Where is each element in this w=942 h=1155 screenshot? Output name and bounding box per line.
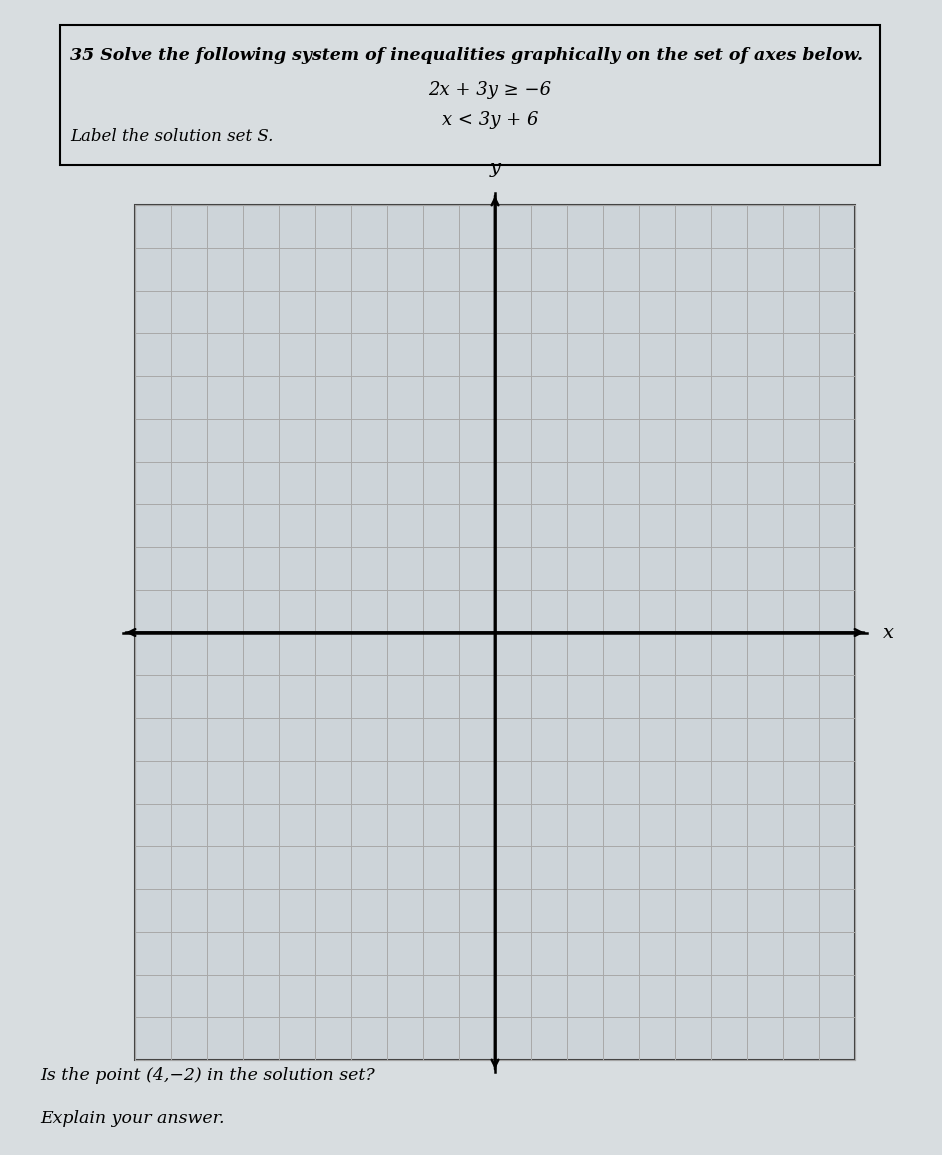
Text: 2x + 3y ≥ −6: 2x + 3y ≥ −6 <box>429 81 551 99</box>
Text: Label the solution set S.: Label the solution set S. <box>70 128 273 146</box>
Text: x < 3y + 6: x < 3y + 6 <box>442 111 538 129</box>
Bar <box>135 204 855 1060</box>
Text: 35 Solve the following system of inequalities graphically on the set of axes bel: 35 Solve the following system of inequal… <box>70 47 863 64</box>
Text: Explain your answer.: Explain your answer. <box>40 1110 224 1127</box>
Bar <box>60 25 880 165</box>
Text: x: x <box>883 624 894 641</box>
Text: y: y <box>490 159 500 177</box>
Text: Is the point (4,−2) in the solution set?: Is the point (4,−2) in the solution set? <box>40 1067 375 1085</box>
